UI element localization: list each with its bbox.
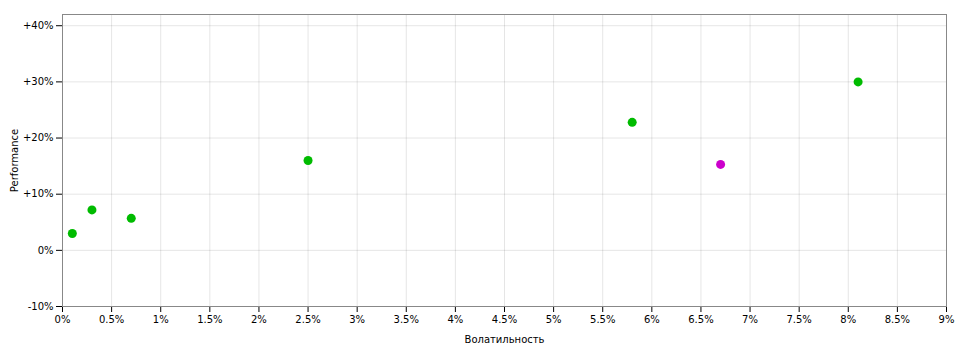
svg-text:1.5%: 1.5% [197, 314, 222, 325]
svg-text:7.5%: 7.5% [786, 314, 811, 325]
svg-text:5.5%: 5.5% [590, 314, 615, 325]
svg-text:+10%: +10% [23, 188, 54, 199]
svg-text:Performance: Performance [9, 129, 20, 192]
svg-text:3%: 3% [349, 314, 365, 325]
svg-text:7%: 7% [742, 314, 758, 325]
svg-text:2%: 2% [251, 314, 267, 325]
svg-text:1%: 1% [153, 314, 169, 325]
svg-text:0%: 0% [38, 245, 54, 256]
svg-text:6%: 6% [644, 314, 660, 325]
svg-text:0.5%: 0.5% [99, 314, 124, 325]
svg-text:6.5%: 6.5% [688, 314, 713, 325]
svg-text:+30%: +30% [23, 76, 54, 87]
svg-text:4%: 4% [447, 314, 463, 325]
svg-text:-10%: -10% [28, 301, 54, 312]
svg-text:9%: 9% [939, 314, 955, 325]
svg-text:8%: 8% [840, 314, 856, 325]
svg-text:+40%: +40% [23, 20, 54, 31]
svg-text:0%: 0% [55, 314, 71, 325]
svg-text:+20%: +20% [23, 132, 54, 143]
svg-text:3.5%: 3.5% [394, 314, 419, 325]
svg-text:Волатильность: Волатильность [465, 334, 545, 345]
svg-text:2.5%: 2.5% [295, 314, 320, 325]
svg-text:5%: 5% [546, 314, 562, 325]
svg-text:8.5%: 8.5% [885, 314, 910, 325]
svg-text:4.5%: 4.5% [492, 314, 517, 325]
